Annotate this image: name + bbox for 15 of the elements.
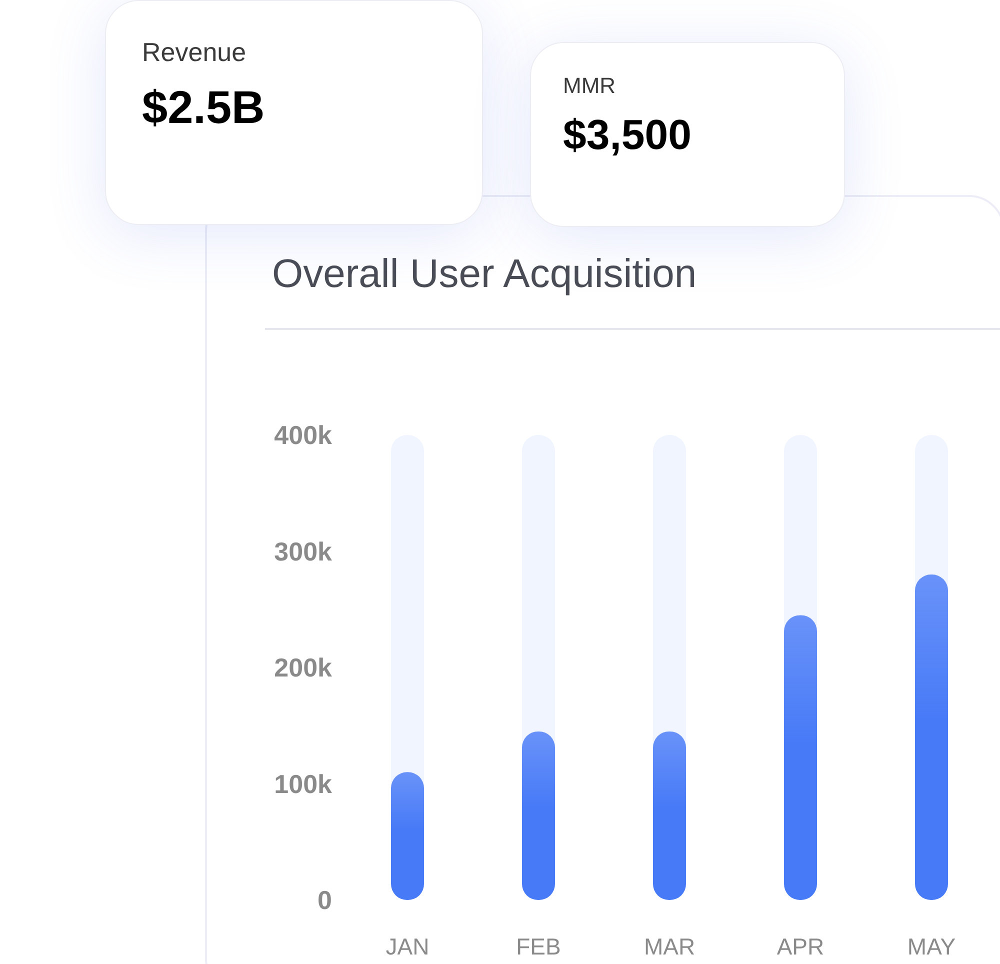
text: $3,500 (563, 111, 692, 159)
y-tick-label: 0 (318, 885, 332, 916)
y-tick-label: 300k (274, 536, 333, 566)
x-tick-label: JAN (386, 933, 430, 960)
x-tick-label: MAY (907, 933, 956, 960)
y-tick-label: 400k (274, 420, 333, 450)
text: $2.5B (142, 80, 266, 134)
x-tick-label: APR (776, 933, 824, 960)
y-tick-label: 200k (274, 652, 333, 683)
chart-title: Overall User Acquisition (272, 252, 697, 297)
text: Revenue (142, 37, 248, 68)
x-tick-label: MAR (644, 933, 696, 960)
text: MMR (563, 73, 617, 99)
y-tick-label: 100k (274, 768, 333, 799)
x-tick-label: FEB (516, 933, 561, 960)
